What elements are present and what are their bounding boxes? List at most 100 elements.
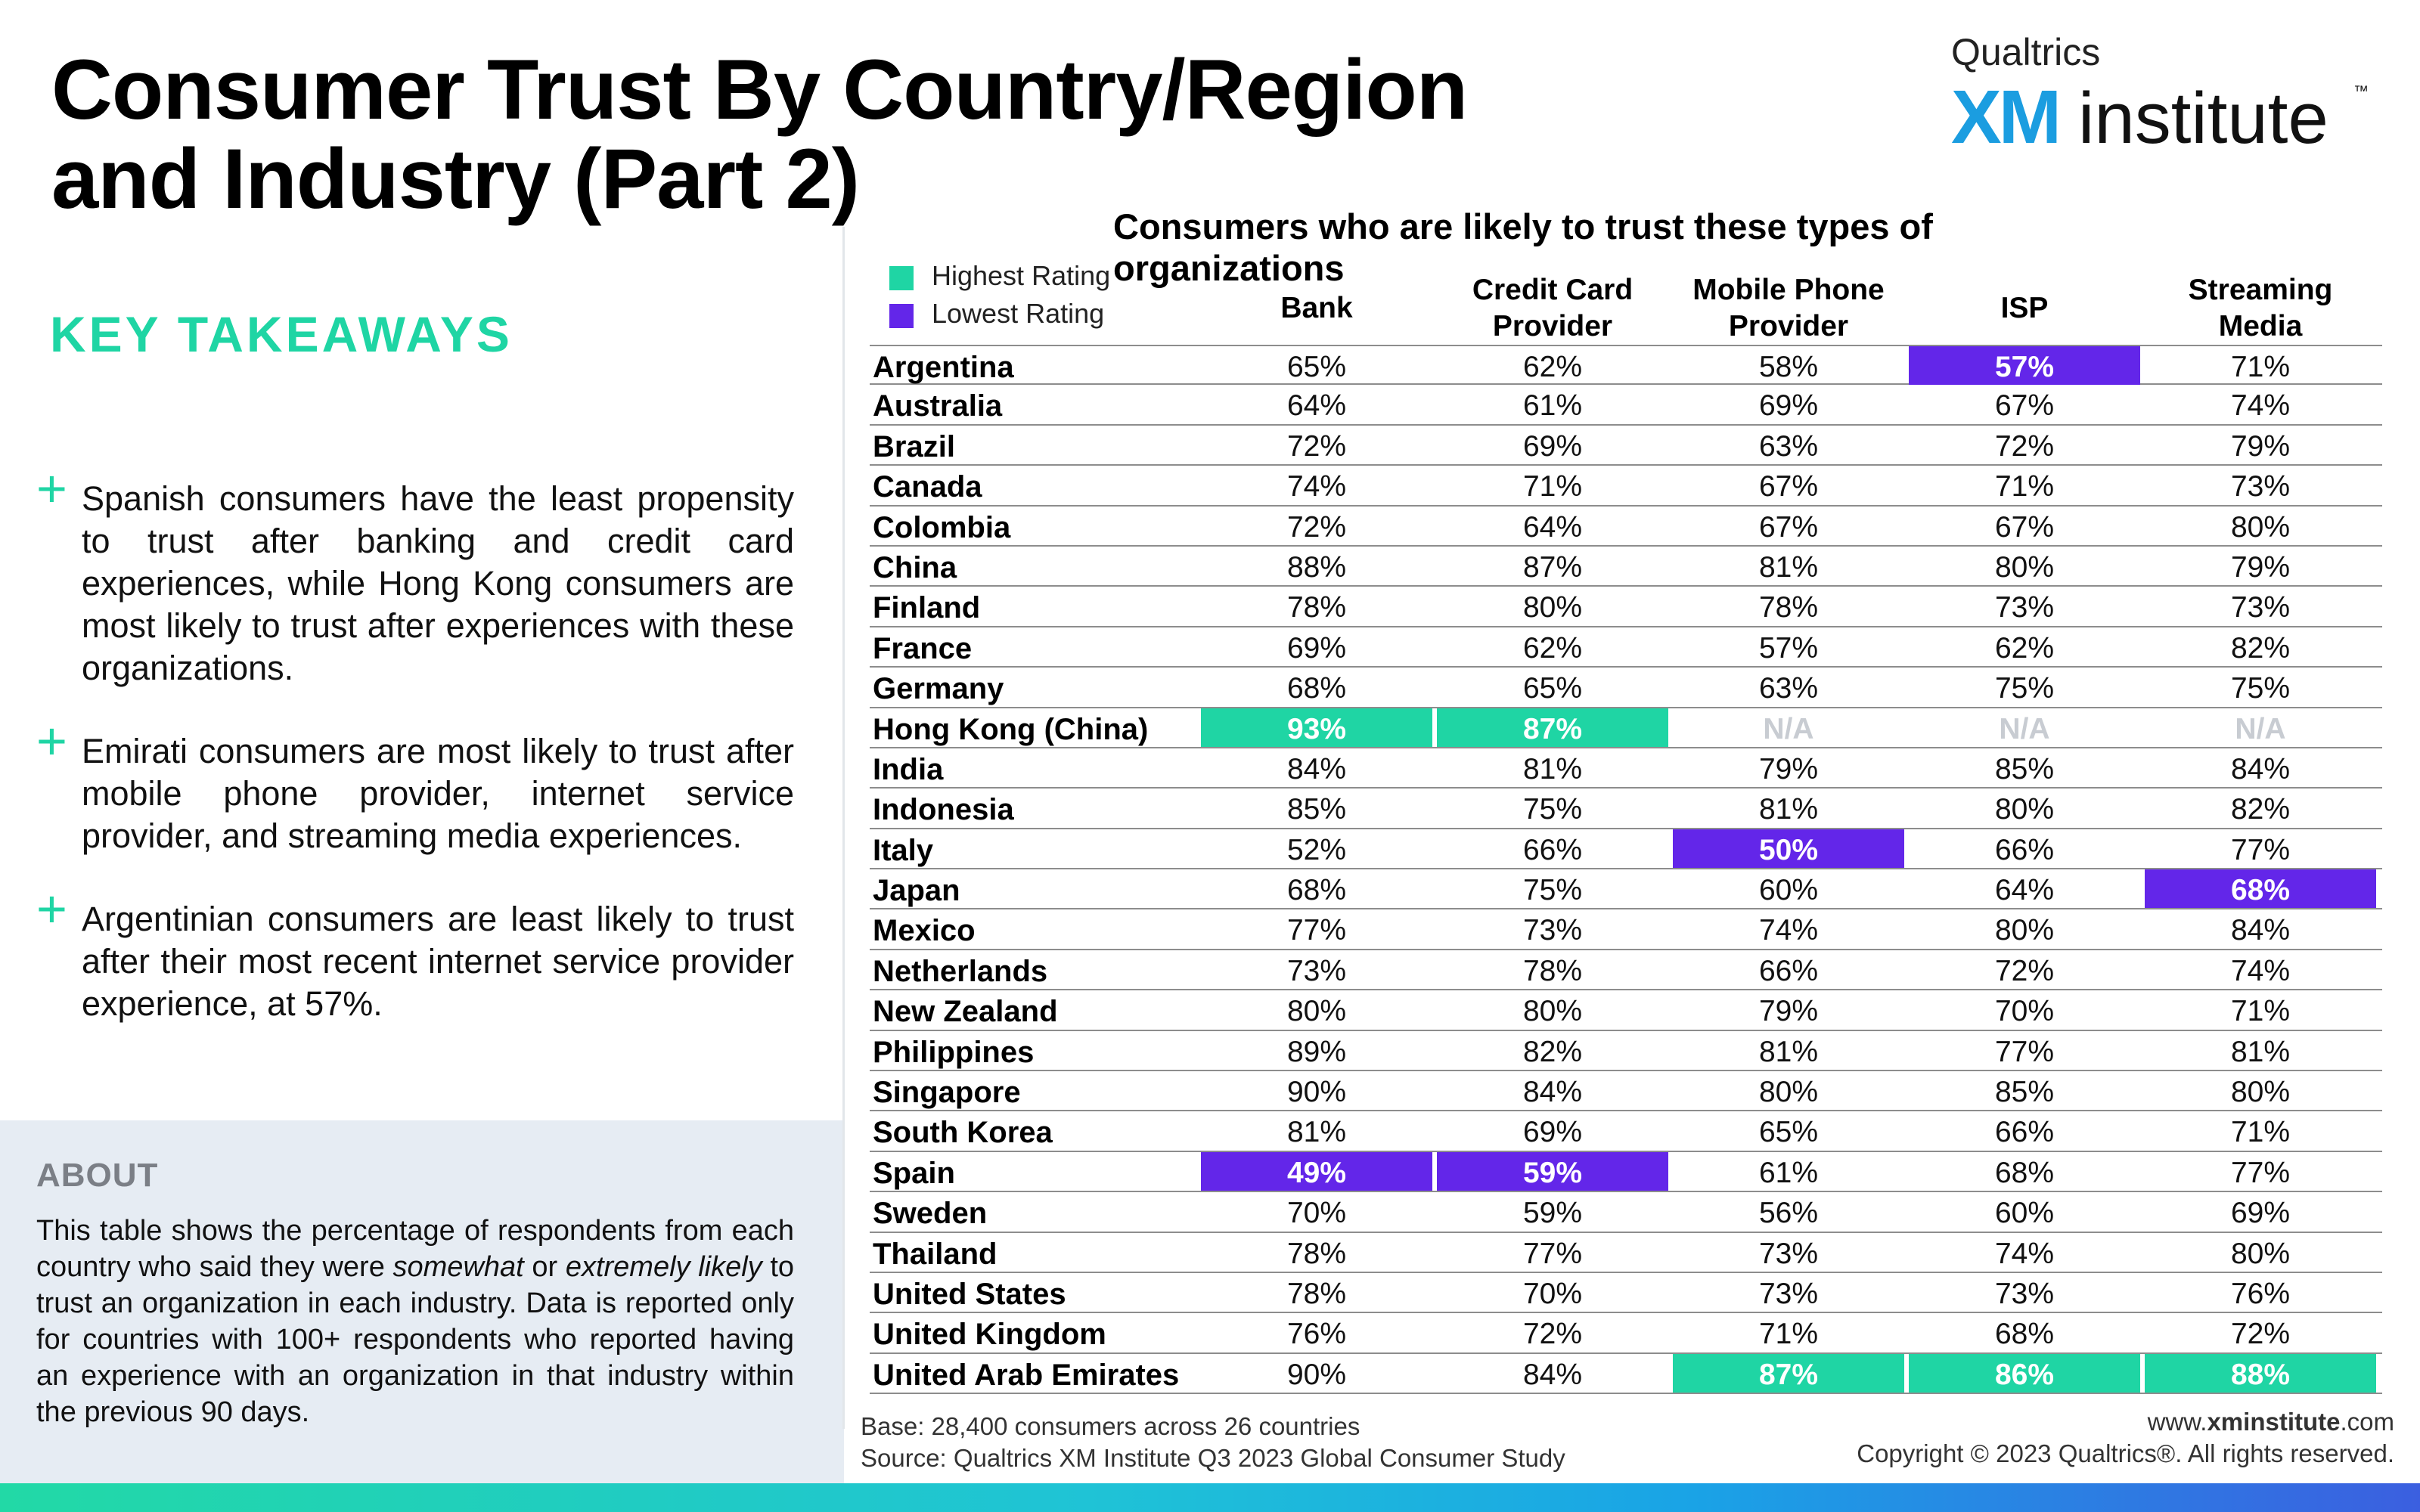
value-cell: 65% [1758, 1116, 1819, 1149]
table-row: United States 78% 70% 73% 73% 76% [870, 1273, 2382, 1314]
country-label: New Zealand [873, 995, 1058, 1029]
country-label: Brazil [873, 429, 955, 463]
value-cell: 73% [1758, 1237, 1819, 1270]
country-label: France [873, 631, 973, 665]
table-row: Italy 52% 66% 50% 66% 77% [870, 829, 2382, 870]
value-cell: 69% [1758, 389, 1819, 423]
table-row: Mexico 77% 73% 74% 80% 84% [870, 909, 2382, 950]
value-cell: 80% [2230, 1237, 2291, 1270]
value-cell: 72% [2230, 1318, 2291, 1351]
value-cell: 60% [1758, 874, 1819, 907]
logo-trademark: ™ [2353, 83, 2369, 100]
value-cell: 68% [1994, 1156, 2055, 1189]
value-cell: 78% [1286, 1277, 1347, 1310]
value-cell: 75% [2230, 672, 2291, 705]
value-cell: 79% [1758, 995, 1819, 1028]
value-cell: 68% [1994, 1318, 2055, 1351]
value-cell: 71% [2230, 351, 2291, 383]
value-cell: 66% [1994, 1116, 2055, 1149]
legend-label: Lowest Rating [932, 298, 1105, 329]
value-cell: 74% [1994, 1237, 2055, 1270]
value-cell: 77% [1994, 1035, 2055, 1068]
value-cell: 56% [1758, 1197, 1819, 1230]
copyright: Copyright © 2023 Qualtrics®. All rights … [1857, 1439, 2394, 1467]
value-cell: 74% [1286, 470, 1347, 503]
country-label: United Arab Emirates [873, 1358, 1180, 1392]
value-cell: 71% [2230, 1116, 2291, 1149]
highest-rating-cell: 93% [1201, 708, 1432, 747]
country-label: Australia [873, 389, 1003, 423]
value-cell: 89% [1286, 1035, 1347, 1068]
value-cell: 69% [1286, 631, 1347, 665]
value-cell: 76% [2230, 1277, 2291, 1310]
plus-icon: + [36, 711, 67, 770]
logo-institute-text: institute [2078, 78, 2328, 159]
key-takeaways-heading: KEY TAKEAWAYS [50, 306, 513, 362]
table-row: United Arab Emirates 90% 84% 87% 86% 88% [870, 1353, 2382, 1395]
about-text: This table shows the percentage of respo… [36, 1213, 794, 1430]
value-cell: 81% [2230, 1035, 2291, 1068]
value-cell: 61% [1522, 389, 1583, 423]
country-label: United Kingdom [873, 1318, 1106, 1352]
value-cell: 81% [1758, 1035, 1819, 1068]
value-cell: 73% [1286, 954, 1347, 987]
value-cell: 69% [2230, 1197, 2291, 1230]
value-cell: 80% [2230, 1076, 2291, 1109]
table-row: France 69% 62% 57% 62% 82% [870, 627, 2382, 668]
lowest-rating-cell: 50% [1673, 829, 1904, 868]
value-cell: 75% [1522, 874, 1583, 907]
value-cell: 70% [1286, 1197, 1347, 1230]
value-cell: 81% [1286, 1116, 1347, 1149]
value-cell: 81% [1758, 793, 1819, 826]
country-label: Netherlands [873, 954, 1048, 988]
highest-rating-cell: 87% [1673, 1353, 1904, 1393]
value-cell: 74% [2230, 954, 2291, 987]
value-cell: 84% [1522, 1076, 1583, 1109]
value-cell: 76% [1286, 1318, 1347, 1351]
website-prefix: www. [2147, 1408, 2207, 1436]
table-row: United Kingdom 76% 72% 71% 68% 72% [870, 1313, 2382, 1354]
trust-table: Argentina 65% 62% 58% 57% 71% Australia 64% 61% 6… [870, 345, 2382, 1395]
value-cell: 80% [1522, 995, 1583, 1028]
lowest-rating-cell: 57% [1909, 346, 2140, 385]
plus-icon: + [36, 459, 67, 518]
value-cell: 77% [1522, 1237, 1583, 1270]
value-cell: 63% [1758, 672, 1819, 705]
value-cell: 79% [1758, 752, 1819, 785]
value-cell: 90% [1286, 1358, 1347, 1391]
website-link[interactable]: www.xminstitute.com [1857, 1406, 2394, 1438]
value-cell: N/A [1999, 712, 2050, 745]
website-suffix: .com [2340, 1408, 2394, 1436]
about-text-part: or [523, 1251, 566, 1283]
table-row: China 88% 87% 81% 80% 79% [870, 547, 2382, 587]
table-row: Germany 68% 65% 63% 75% 75% [870, 668, 2382, 708]
value-cell: 69% [1522, 1116, 1583, 1149]
table-row: Australia 64% 61% 69% 67% 74% [870, 385, 2382, 426]
table-row: Singapore 90% 84% 80% 85% 80% [870, 1071, 2382, 1112]
logo-qualtrics-text: Qualtrics [1951, 31, 2101, 73]
value-cell: 62% [1522, 351, 1583, 383]
highest-rating-cell: 88% [2145, 1353, 2376, 1393]
value-cell: 84% [2230, 914, 2291, 947]
takeaway-text: Argentinian consumers are least likely t… [82, 900, 794, 1023]
table-row: Colombia 72% 64% 67% 67% 80% [870, 507, 2382, 547]
value-cell: 72% [1286, 429, 1347, 463]
highest-rating-cell: 86% [1909, 1353, 2140, 1393]
table-row: Sweden 70% 59% 56% 60% 69% [870, 1192, 2382, 1233]
value-cell: 70% [1522, 1277, 1583, 1310]
table-row: Indonesia 85% 75% 81% 80% 82% [870, 789, 2382, 829]
value-cell: 77% [2230, 1156, 2291, 1189]
table-row: Argentina 65% 62% 58% 57% 71% [870, 345, 2382, 386]
about-emphasis: extremely likely [565, 1251, 762, 1283]
value-cell: 63% [1758, 429, 1819, 463]
website-bold: xminstitute [2207, 1408, 2341, 1436]
lowest-swatch [889, 304, 914, 328]
page-title: Consumer Trust By Country/Region and Ind… [51, 42, 1468, 226]
value-cell: 66% [1994, 833, 2055, 866]
value-cell: 79% [2230, 550, 2291, 584]
value-cell: 90% [1286, 1076, 1347, 1109]
value-cell: 79% [2230, 429, 2291, 463]
value-cell: 85% [1994, 752, 2055, 785]
value-cell: 73% [1994, 1277, 2055, 1310]
value-cell: 84% [2230, 752, 2291, 785]
